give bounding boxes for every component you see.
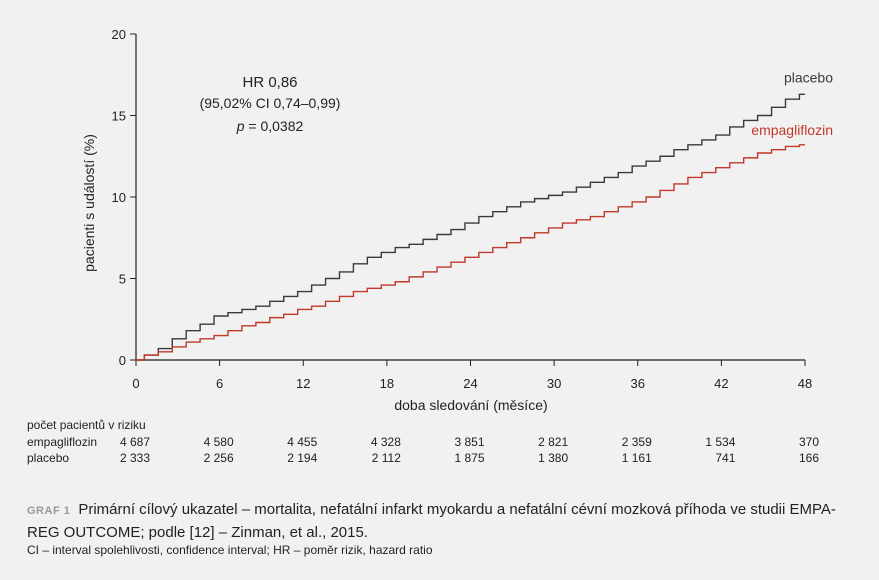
y-tick-label: 10 bbox=[112, 190, 126, 205]
risk-row-label: empagliflozin bbox=[27, 435, 98, 449]
risk-row-label: placebo bbox=[27, 451, 70, 465]
hr-value: HR 0,86 bbox=[242, 74, 297, 91]
figure-caption: GRAF 1 Primární cílový ukazatel – mortali… bbox=[27, 499, 867, 543]
x-tick-label: 42 bbox=[714, 376, 728, 391]
y-tick-label: 0 bbox=[119, 353, 126, 368]
risk-row: empagliflozin 4 687 4 580 4 455 4 328 3 851 2 … bbox=[27, 434, 827, 450]
y-axis-label: pacienti s událostí (%) bbox=[81, 134, 97, 272]
risk-cell: 3 851 bbox=[454, 435, 485, 449]
chart-axes: 0 6 12 18 24 30 36 42 48 0 5 10 15 20 bbox=[112, 27, 813, 391]
x-tick-label: 12 bbox=[296, 376, 310, 391]
x-tick-label: 30 bbox=[547, 376, 561, 391]
risk-cell: 2 112 bbox=[371, 451, 401, 465]
series-label-placebo: placebo bbox=[784, 69, 833, 85]
chart-labels: placebo empagliflozin bbox=[751, 69, 833, 138]
chart-series bbox=[136, 93, 805, 361]
y-tick-label: 15 bbox=[112, 109, 126, 124]
series-label-empagliflozin: empagliflozin bbox=[751, 122, 833, 138]
x-tick-label: 0 bbox=[132, 376, 139, 391]
series-line-empagliflozin bbox=[136, 144, 805, 361]
risk-table-title: počet pacientů v riziku bbox=[27, 418, 146, 432]
caption-label: GRAF 1 bbox=[27, 505, 71, 517]
risk-cell: 1 534 bbox=[705, 435, 736, 449]
hr-ci: (95,02% CI 0,74–0,99) bbox=[200, 95, 341, 111]
risk-cell: 4 455 bbox=[287, 435, 318, 449]
chart: 0 6 12 18 24 30 36 42 48 0 5 10 15 20 placebo empaglif… bbox=[81, 27, 833, 413]
x-tick-label: 24 bbox=[463, 376, 477, 391]
risk-cell: 4 687 bbox=[119, 435, 150, 449]
risk-cell: 741 bbox=[715, 451, 736, 465]
risk-cell: 4 328 bbox=[370, 435, 401, 449]
risk-cell: 2 194 bbox=[287, 451, 318, 465]
hr-p-value: p = 0,0382 bbox=[236, 118, 304, 134]
x-tick-label: 36 bbox=[631, 376, 645, 391]
p-rest: = 0,0382 bbox=[245, 118, 304, 134]
risk-cell: 370 bbox=[798, 435, 819, 449]
risk-cell: 2 359 bbox=[621, 435, 652, 449]
x-tick-label: 6 bbox=[216, 376, 223, 391]
risk-cell: 1 380 bbox=[538, 451, 569, 465]
risk-cell: 1 875 bbox=[454, 451, 485, 465]
x-tick-label: 48 bbox=[798, 376, 812, 391]
risk-row: placebo 2 333 2 256 2 194 2 112 1 875 1 380 1 1… bbox=[27, 450, 827, 466]
caption-text: Primární cílový ukazatel – mortalita, ne… bbox=[27, 501, 836, 541]
x-tick-label: 18 bbox=[380, 376, 394, 391]
risk-cell: 2 256 bbox=[203, 451, 234, 465]
p-symbol: p bbox=[236, 118, 245, 134]
risk-cell: 1 161 bbox=[621, 451, 652, 465]
risk-cell: 4 580 bbox=[203, 435, 234, 449]
y-tick-label: 5 bbox=[119, 272, 126, 287]
x-axis-label: doba sledování (měsíce) bbox=[394, 397, 547, 413]
risk-cell: 166 bbox=[798, 451, 819, 465]
footnote: CI – interval spolehlivosti, confidence … bbox=[27, 543, 433, 557]
series-line-placebo bbox=[136, 93, 805, 361]
risk-cell: 2 333 bbox=[119, 451, 150, 465]
risk-cell: 2 821 bbox=[538, 435, 569, 449]
hr-annotation: HR 0,86 (95,02% CI 0,74–0,99) p = 0,0382 bbox=[200, 74, 341, 134]
y-tick-label: 20 bbox=[112, 27, 126, 42]
